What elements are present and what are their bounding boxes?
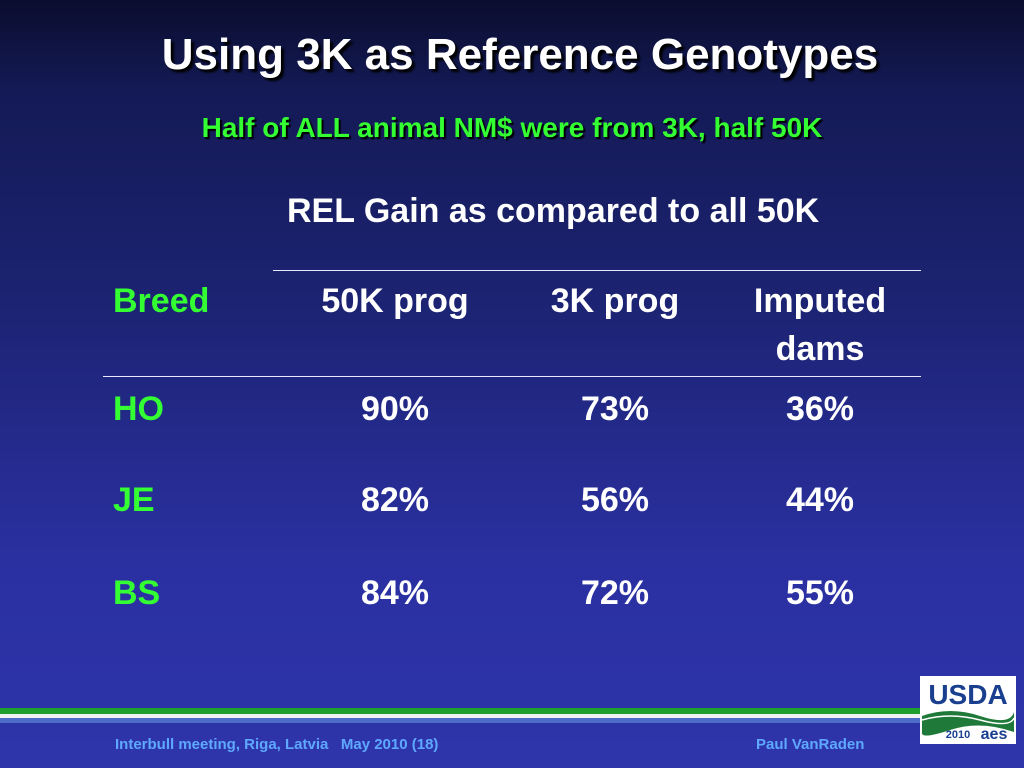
row-ho-imputed: 36% bbox=[785, 390, 855, 428]
usda-logo-year: 2010 bbox=[946, 729, 970, 741]
row-bs-imputed: 55% bbox=[785, 574, 855, 612]
header-breed: Breed bbox=[113, 282, 210, 320]
row-je-imputed: 44% bbox=[785, 481, 855, 519]
footer-rule-white bbox=[0, 714, 920, 718]
usda-logo-icon: USDA 2010 aes bbox=[920, 676, 1016, 744]
row-bs-breed: BS bbox=[113, 574, 161, 612]
row-ho-3k: 73% bbox=[580, 390, 650, 428]
row-bs-50k: 84% bbox=[360, 574, 430, 612]
table-header-rule bbox=[103, 376, 921, 377]
header-imputed-line2: dams bbox=[775, 330, 865, 368]
footer-author: Paul VanRaden bbox=[756, 736, 865, 753]
table-heading: REL Gain as compared to all 50K bbox=[287, 192, 820, 230]
footer-rule-blue bbox=[0, 718, 920, 723]
slide-title: Using 3K as Reference Genotypes bbox=[161, 30, 879, 79]
row-ho-breed: HO bbox=[113, 390, 164, 428]
row-je-breed: JE bbox=[113, 481, 155, 519]
usda-logo-text: USDA bbox=[928, 679, 1007, 710]
row-bs-3k: 72% bbox=[580, 574, 650, 612]
row-je-50k: 82% bbox=[360, 481, 430, 519]
header-3k-prog: 3K prog bbox=[550, 282, 680, 320]
header-imputed-line1: Imputed bbox=[753, 282, 887, 320]
footer-rule-green bbox=[0, 708, 920, 714]
row-je-3k: 56% bbox=[580, 481, 650, 519]
footer-meeting-info: Interbull meeting, Riga, Latvia May 2010… bbox=[115, 736, 439, 753]
table-top-rule bbox=[273, 270, 921, 271]
header-50k-prog: 50K prog bbox=[321, 282, 469, 320]
row-ho-50k: 90% bbox=[360, 390, 430, 428]
aes-mark: aes bbox=[981, 726, 1008, 743]
slide-subtitle: Half of ALL animal NM$ were from 3K, hal… bbox=[201, 112, 823, 143]
